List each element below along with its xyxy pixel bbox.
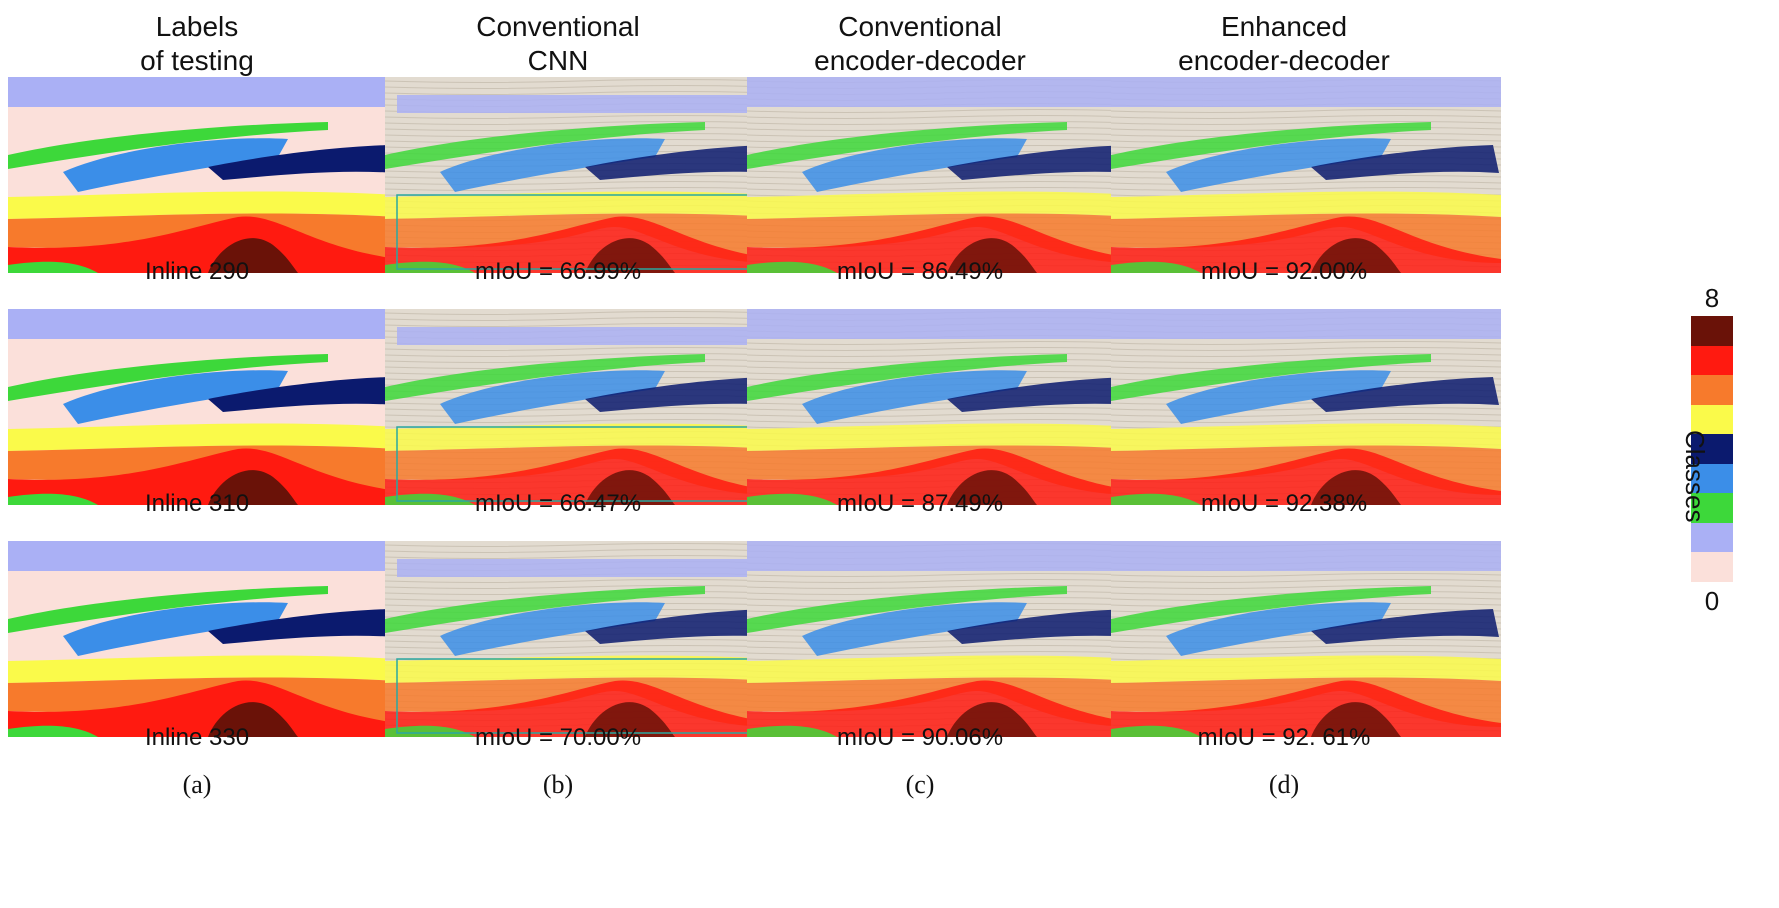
facies-panel [747, 77, 1137, 273]
facies-panel [385, 77, 775, 273]
caption-r0-c0: Inline 290 [144, 258, 250, 285]
title-line2: of testing [140, 45, 254, 76]
title-line2: encoder-decoder [1178, 45, 1390, 76]
caption-r0-c3: mIoU = 92.00% [1200, 258, 1368, 285]
facies-panel [8, 77, 398, 273]
caption-r1-c1: mIoU = 66.47% [474, 490, 642, 517]
sub-label-c: (c) [905, 770, 935, 799]
facies-panel [747, 309, 1137, 505]
colorbar-segment [1691, 316, 1733, 346]
title-line1: Conventional [476, 11, 640, 42]
colorbar-segment [1691, 375, 1733, 405]
column-title-a: Labels of testing [0, 10, 397, 78]
colorbar-axis-label: Classes [1680, 430, 1710, 523]
colorbar [1691, 316, 1733, 582]
facies-panel [8, 309, 398, 505]
colorbar-segment [1691, 434, 1733, 464]
column-title-b: Conventional CNN [358, 10, 758, 78]
facies-panel [1111, 309, 1501, 505]
facies-panel [747, 541, 1137, 737]
facies-panel [8, 541, 398, 737]
colorbar-segment [1691, 552, 1733, 582]
column-title-d: Enhanced encoder-decoder [1084, 10, 1484, 78]
title-line1: Labels [155, 11, 239, 42]
title-line1: Enhanced [1220, 11, 1348, 42]
caption-r0-c2: mIoU = 86.49% [836, 258, 1004, 285]
caption-r1-c2: mIoU = 87.49% [836, 490, 1004, 517]
colorbar-segment [1691, 345, 1733, 375]
sub-label-a: (a) [182, 770, 212, 799]
caption-r2-c2: mIoU = 90.06% [836, 724, 1004, 751]
facies-panel [385, 541, 775, 737]
colorbar-segment [1691, 404, 1733, 434]
caption-r0-c1: mIoU = 66.99% [474, 258, 642, 285]
caption-r1-c0: Inline 310 [144, 490, 250, 517]
caption-r2-c0: Inline 330 [144, 724, 250, 751]
caption-r2-c1: mIoU = 70.00% [474, 724, 642, 751]
facies-panel [1111, 541, 1501, 737]
facies-panel [1111, 77, 1501, 273]
facies-panel [385, 309, 775, 505]
sub-label-b: (b) [542, 770, 574, 799]
colorbar-segment [1691, 463, 1733, 493]
colorbar-min-label: 0 [1704, 586, 1720, 616]
colorbar-max-label: 8 [1704, 283, 1720, 313]
title-line2: CNN [527, 45, 589, 76]
colorbar-segment [1691, 493, 1733, 523]
column-title-c: Conventional encoder-decoder [720, 10, 1120, 78]
sub-label-d: (d) [1268, 770, 1300, 799]
colorbar-segment [1691, 522, 1733, 552]
caption-r1-c3: mIoU = 92.38% [1200, 490, 1368, 517]
caption-r2-c3: mIoU = 92. 61% [1197, 724, 1371, 751]
title-line1: Conventional [838, 11, 1002, 42]
title-line2: encoder-decoder [814, 45, 1026, 76]
